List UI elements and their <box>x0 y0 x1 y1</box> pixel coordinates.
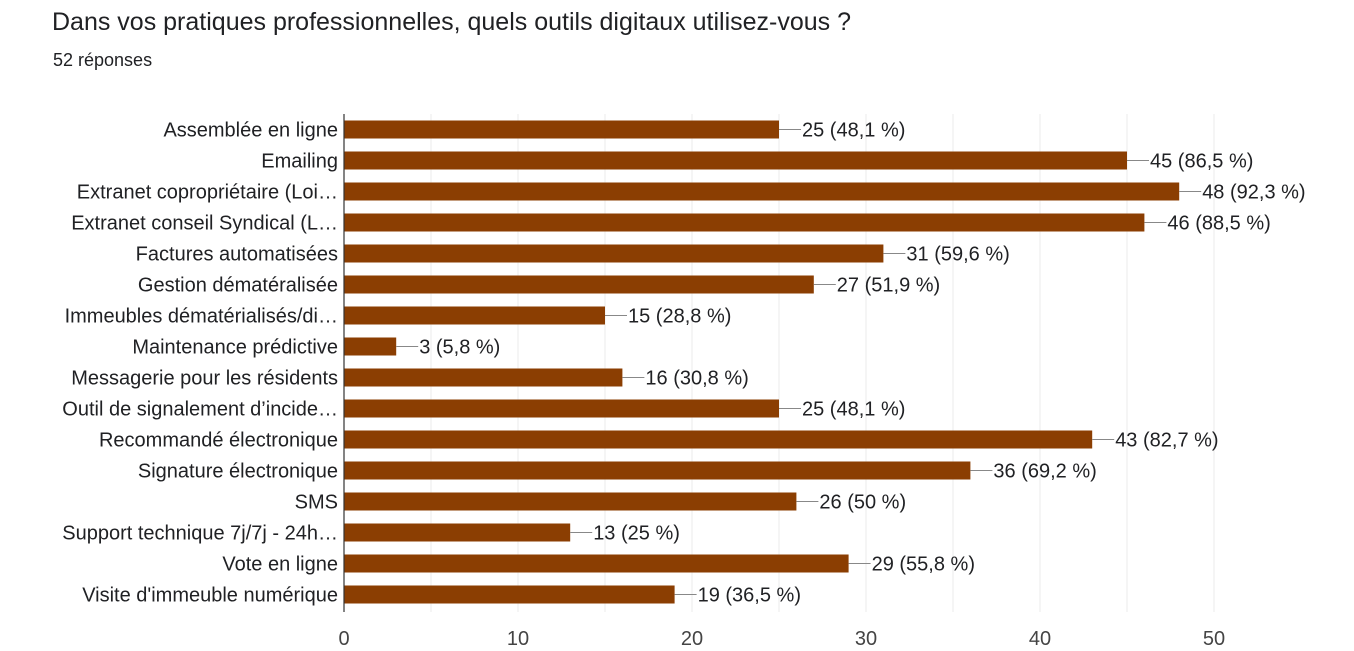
bar <box>344 430 1093 449</box>
category-label: Visite d'immeuble numérique <box>82 585 338 607</box>
category-label: Immeubles dématérialisés/di… <box>65 306 338 328</box>
category-label: Recommandé électronique <box>99 430 338 452</box>
bar <box>344 244 884 263</box>
x-tick-label: 20 <box>681 628 703 650</box>
bar <box>344 120 779 139</box>
category-label: Assemblée en ligne <box>163 120 338 142</box>
data-label: 25 (48,1 %) <box>802 120 905 142</box>
data-label: 26 (50 %) <box>819 492 906 514</box>
data-label: 16 (30,8 %) <box>645 368 748 390</box>
x-tick-label: 40 <box>1029 628 1051 650</box>
bar <box>344 213 1145 232</box>
data-label: 48 (92,3 %) <box>1202 182 1305 204</box>
category-label: Vote en ligne <box>222 554 338 576</box>
data-label: 27 (51,9 %) <box>837 275 940 297</box>
bar <box>344 151 1127 170</box>
category-label: Gestion dématéralisée <box>138 275 338 297</box>
bar <box>344 461 971 480</box>
category-label: Outil de signalement d’incide… <box>62 399 338 421</box>
category-label: Signature électronique <box>138 461 338 483</box>
data-label: 45 (86,5 %) <box>1150 151 1253 173</box>
bar <box>344 275 814 294</box>
category-label: Messagerie pour les résidents <box>71 368 338 390</box>
category-label: Extranet copropriétaire (Loi… <box>77 182 338 204</box>
data-label: 25 (48,1 %) <box>802 399 905 421</box>
data-label: 29 (55,8 %) <box>872 554 975 576</box>
response-count: 52 réponses <box>53 50 153 70</box>
data-label: 19 (36,5 %) <box>698 585 801 607</box>
bar <box>344 182 1180 201</box>
chart-title: Dans vos pratiques professionnelles, que… <box>52 8 852 36</box>
x-tick-label: 10 <box>507 628 529 650</box>
data-label: 3 (5,8 %) <box>419 337 500 359</box>
category-label: Factures automatisées <box>136 244 338 266</box>
x-tick-label: 50 <box>1203 628 1225 650</box>
data-label: 43 (82,7 %) <box>1115 430 1218 452</box>
bar <box>344 554 849 573</box>
bar <box>344 399 779 418</box>
bar <box>344 337 397 356</box>
bar <box>344 585 675 604</box>
bar <box>344 368 623 387</box>
x-tick-label: 0 <box>338 628 349 650</box>
category-label: Support technique 7j/7j - 24h… <box>62 523 338 545</box>
data-label: 36 (69,2 %) <box>993 461 1096 483</box>
data-label: 15 (28,8 %) <box>628 306 731 328</box>
category-label: Extranet conseil Syndical (L… <box>71 213 338 235</box>
bar <box>344 523 571 542</box>
bar <box>344 492 797 511</box>
data-label: 13 (25 %) <box>593 523 680 545</box>
category-label: Maintenance prédictive <box>132 337 338 359</box>
data-label: 46 (88,5 %) <box>1167 213 1270 235</box>
category-label: Emailing <box>261 151 338 173</box>
category-label: SMS <box>295 492 338 514</box>
x-tick-label: 30 <box>855 628 877 650</box>
bar <box>344 306 605 325</box>
data-label: 31 (59,6 %) <box>906 244 1009 266</box>
